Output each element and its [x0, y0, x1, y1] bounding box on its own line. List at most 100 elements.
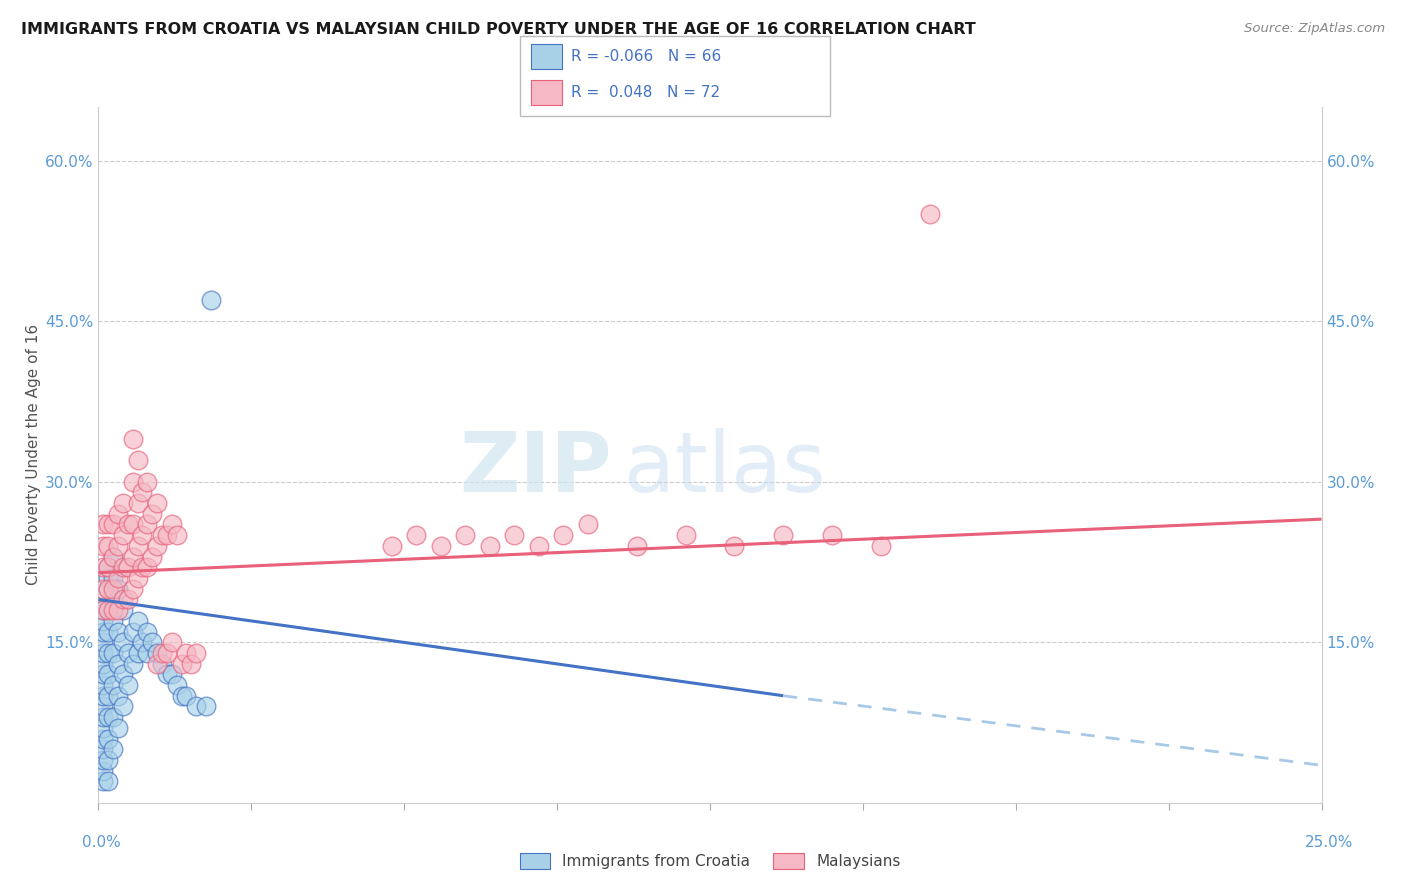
- Text: IMMIGRANTS FROM CROATIA VS MALAYSIAN CHILD POVERTY UNDER THE AGE OF 16 CORRELATI: IMMIGRANTS FROM CROATIA VS MALAYSIAN CHI…: [21, 22, 976, 37]
- Point: [91, 721, 114, 735]
- Point: [136, 646, 159, 660]
- Point: [121, 657, 143, 671]
- Point: [111, 592, 134, 607]
- Legend: Immigrants from Croatia, Malaysians: Immigrants from Croatia, Malaysians: [513, 847, 907, 875]
- Point: [503, 528, 526, 542]
- Point: [97, 753, 120, 767]
- Point: [141, 635, 163, 649]
- Y-axis label: Child Poverty Under the Age of 16: Child Poverty Under the Age of 16: [27, 325, 41, 585]
- Point: [111, 603, 134, 617]
- Point: [101, 710, 124, 724]
- Point: [97, 582, 120, 596]
- Point: [91, 667, 114, 681]
- Point: [97, 603, 120, 617]
- Point: [186, 699, 208, 714]
- Point: [101, 549, 124, 564]
- Point: [127, 453, 149, 467]
- Point: [91, 678, 114, 692]
- Point: [186, 646, 208, 660]
- Point: [107, 657, 129, 671]
- Point: [170, 657, 193, 671]
- Point: [91, 764, 114, 778]
- Point: [160, 667, 183, 681]
- Point: [150, 528, 173, 542]
- Point: [117, 560, 139, 574]
- Point: [91, 731, 114, 746]
- Point: [101, 678, 124, 692]
- Point: [127, 496, 149, 510]
- Point: [821, 528, 844, 542]
- Point: [176, 689, 198, 703]
- Point: [127, 646, 149, 660]
- Point: [97, 667, 120, 681]
- Point: [141, 549, 163, 564]
- Point: [127, 571, 149, 585]
- Point: [91, 710, 114, 724]
- Point: [91, 560, 114, 574]
- Point: [91, 603, 114, 617]
- Point: [91, 624, 114, 639]
- Text: R =  0.048   N = 72: R = 0.048 N = 72: [571, 86, 720, 100]
- Point: [166, 528, 188, 542]
- Point: [146, 496, 169, 510]
- Point: [527, 539, 550, 553]
- Point: [101, 603, 124, 617]
- Point: [111, 496, 134, 510]
- Point: [91, 603, 114, 617]
- Point: [91, 517, 114, 532]
- Point: [920, 207, 942, 221]
- Point: [91, 753, 114, 767]
- Point: [111, 635, 134, 649]
- Point: [91, 582, 114, 596]
- Point: [200, 293, 222, 307]
- Point: [97, 731, 120, 746]
- Point: [478, 539, 501, 553]
- Point: [101, 517, 124, 532]
- Point: [107, 721, 129, 735]
- Point: [101, 549, 124, 564]
- Point: [91, 539, 114, 553]
- Point: [723, 539, 745, 553]
- Point: [101, 646, 124, 660]
- Point: [107, 624, 129, 639]
- Point: [772, 528, 794, 542]
- Point: [111, 560, 134, 574]
- Point: [121, 432, 143, 446]
- Point: [626, 539, 648, 553]
- Point: [127, 614, 149, 628]
- Point: [101, 614, 124, 628]
- Point: [136, 624, 159, 639]
- Point: [146, 539, 169, 553]
- Point: [150, 657, 173, 671]
- Point: [121, 582, 143, 596]
- Point: [121, 517, 143, 532]
- Point: [97, 560, 120, 574]
- Point: [107, 603, 129, 617]
- Point: [136, 475, 159, 489]
- Point: [141, 507, 163, 521]
- Point: [91, 774, 114, 789]
- Point: [111, 528, 134, 542]
- Text: Source: ZipAtlas.com: Source: ZipAtlas.com: [1244, 22, 1385, 36]
- Text: atlas: atlas: [624, 428, 827, 509]
- Point: [107, 582, 129, 596]
- Point: [97, 560, 120, 574]
- Point: [180, 657, 202, 671]
- Point: [121, 475, 143, 489]
- Point: [97, 774, 120, 789]
- Point: [176, 646, 198, 660]
- Point: [117, 517, 139, 532]
- Point: [97, 603, 120, 617]
- Point: [131, 485, 153, 500]
- Point: [117, 678, 139, 692]
- Text: 25.0%: 25.0%: [1305, 836, 1353, 850]
- Point: [107, 689, 129, 703]
- Point: [91, 699, 114, 714]
- Point: [131, 528, 153, 542]
- Point: [146, 657, 169, 671]
- Point: [430, 539, 453, 553]
- Point: [117, 592, 139, 607]
- Point: [675, 528, 697, 542]
- Point: [553, 528, 575, 542]
- Point: [111, 699, 134, 714]
